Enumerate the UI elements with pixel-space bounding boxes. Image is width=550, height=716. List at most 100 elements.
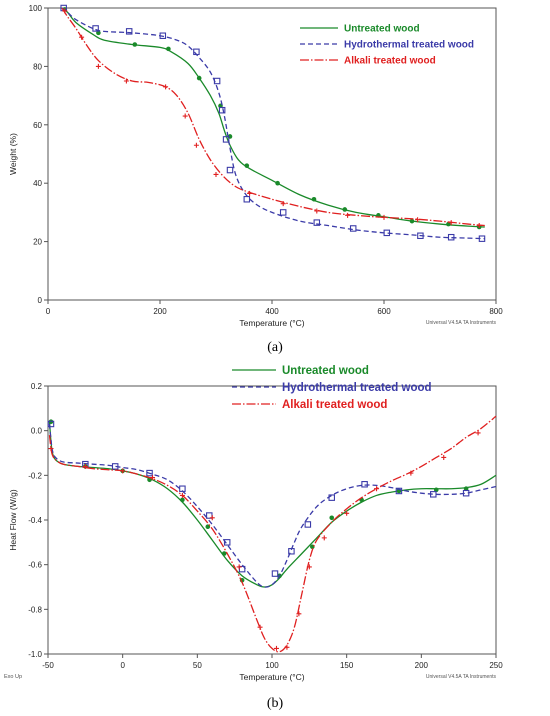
x-tick-label: 600 bbox=[377, 307, 391, 316]
y-axis-title: Heat Flow (W/g) bbox=[8, 489, 18, 551]
legend-entry: Untreated wood bbox=[300, 24, 420, 35]
x-axis-title: Temperature (°C) bbox=[239, 318, 304, 328]
series-line bbox=[48, 415, 497, 653]
data-point bbox=[321, 535, 327, 541]
y-axis-title: Weight (%) bbox=[8, 133, 18, 175]
data-point bbox=[433, 487, 439, 493]
footer-note: Universal V4.5A TA Instruments bbox=[426, 320, 497, 326]
y-tick-label: 0.0 bbox=[31, 427, 43, 436]
data-point bbox=[409, 218, 415, 224]
plot-frame bbox=[47, 7, 497, 301]
data-point bbox=[243, 196, 251, 203]
data-point bbox=[62, 8, 68, 14]
data-point bbox=[374, 486, 380, 492]
data-point bbox=[180, 497, 185, 503]
series-2 bbox=[60, 4, 486, 242]
y-tick-label: 80 bbox=[33, 62, 42, 71]
legend: Untreated wood Hydrothermal treated wood A… bbox=[232, 365, 432, 411]
data-point bbox=[163, 84, 169, 90]
series-3 bbox=[48, 415, 497, 653]
data-point bbox=[311, 196, 317, 202]
series-2 bbox=[47, 420, 497, 588]
data-point bbox=[441, 454, 447, 460]
y-tick-label: -0.6 bbox=[28, 561, 42, 570]
legend-entry: Untreated wood bbox=[232, 365, 369, 377]
data-point bbox=[328, 494, 335, 501]
data-point bbox=[304, 521, 312, 528]
data-point bbox=[205, 524, 211, 529]
x-tick-label: 0 bbox=[120, 661, 125, 670]
data-point bbox=[383, 229, 391, 237]
legend-entry: Alkali treated wood bbox=[232, 399, 387, 411]
legend-label: Hydrothermal treated wood bbox=[282, 382, 432, 394]
x-tick-label: 200 bbox=[415, 661, 429, 670]
x-tick-label: 150 bbox=[340, 661, 354, 670]
y-tick-label: 40 bbox=[33, 179, 42, 188]
data-point bbox=[288, 548, 295, 555]
data-point bbox=[314, 208, 320, 214]
data-point bbox=[475, 430, 481, 436]
data-point bbox=[48, 446, 54, 452]
data-point bbox=[82, 463, 88, 469]
y-tick-label: 0 bbox=[38, 296, 43, 305]
data-point bbox=[159, 32, 167, 39]
tga-chart: 0 200 400 600 800 0 20 40 60 80 100 Temperature (°C… bbox=[8, 4, 503, 328]
data-point bbox=[349, 225, 357, 232]
caption-b: (b) bbox=[266, 696, 284, 711]
corner-note: Exo Up bbox=[4, 674, 22, 680]
data-point bbox=[342, 207, 348, 212]
data-point bbox=[313, 219, 321, 226]
y-tick-label: -0.8 bbox=[28, 605, 42, 614]
data-point bbox=[447, 233, 455, 241]
data-point bbox=[345, 212, 351, 218]
data-point bbox=[226, 166, 234, 174]
legend-entry: Alkali treated wood bbox=[300, 56, 436, 67]
x-tick-label: 800 bbox=[489, 307, 503, 316]
data-point bbox=[209, 515, 215, 521]
data-point bbox=[408, 470, 414, 476]
x-tick-label: 250 bbox=[489, 661, 503, 670]
y-tick-label: 100 bbox=[29, 4, 43, 13]
data-point bbox=[92, 25, 99, 32]
data-point bbox=[221, 551, 227, 556]
data-point bbox=[79, 34, 85, 40]
y-tick-label: -1.0 bbox=[28, 650, 42, 659]
data-point bbox=[193, 142, 199, 148]
data-point bbox=[284, 644, 290, 650]
data-point bbox=[179, 485, 186, 492]
x-axis-title: Temperature (°C) bbox=[239, 672, 304, 682]
data-point bbox=[344, 510, 350, 516]
data-point bbox=[222, 136, 230, 143]
x-tick-label: -50 bbox=[42, 661, 54, 670]
series-3 bbox=[61, 7, 485, 229]
dsc-chart: -50 0 50 100 150 200 250 -1.0 -0.8 -0.6 -0.4 -0.2 0.… bbox=[4, 365, 503, 682]
data-point bbox=[182, 113, 188, 119]
data-point bbox=[478, 235, 486, 242]
data-point bbox=[244, 163, 250, 168]
legend-label: Untreated wood bbox=[282, 365, 369, 377]
data-point bbox=[476, 223, 482, 229]
y-tick-label: -0.2 bbox=[28, 471, 42, 480]
data-point bbox=[279, 209, 287, 216]
legend-entry: Hydrothermal treated wood bbox=[232, 382, 432, 394]
data-point bbox=[417, 232, 424, 240]
data-point bbox=[150, 475, 156, 481]
data-point bbox=[415, 217, 421, 223]
data-point bbox=[120, 468, 126, 474]
data-point bbox=[179, 492, 185, 498]
data-point bbox=[146, 469, 153, 477]
data-point bbox=[280, 201, 286, 207]
y-tick-label: 0.2 bbox=[31, 382, 43, 391]
y-tick-label: 60 bbox=[33, 121, 42, 130]
data-point bbox=[193, 48, 200, 56]
series-line bbox=[48, 423, 497, 588]
legend-label: Alkali treated wood bbox=[282, 399, 387, 411]
data-point bbox=[166, 46, 171, 52]
y-tick-label: -0.4 bbox=[28, 516, 42, 525]
data-point bbox=[95, 63, 101, 69]
data-point bbox=[196, 75, 202, 81]
data-point bbox=[275, 180, 280, 186]
series-line bbox=[48, 421, 497, 588]
data-point bbox=[247, 190, 253, 196]
data-point bbox=[213, 77, 221, 85]
